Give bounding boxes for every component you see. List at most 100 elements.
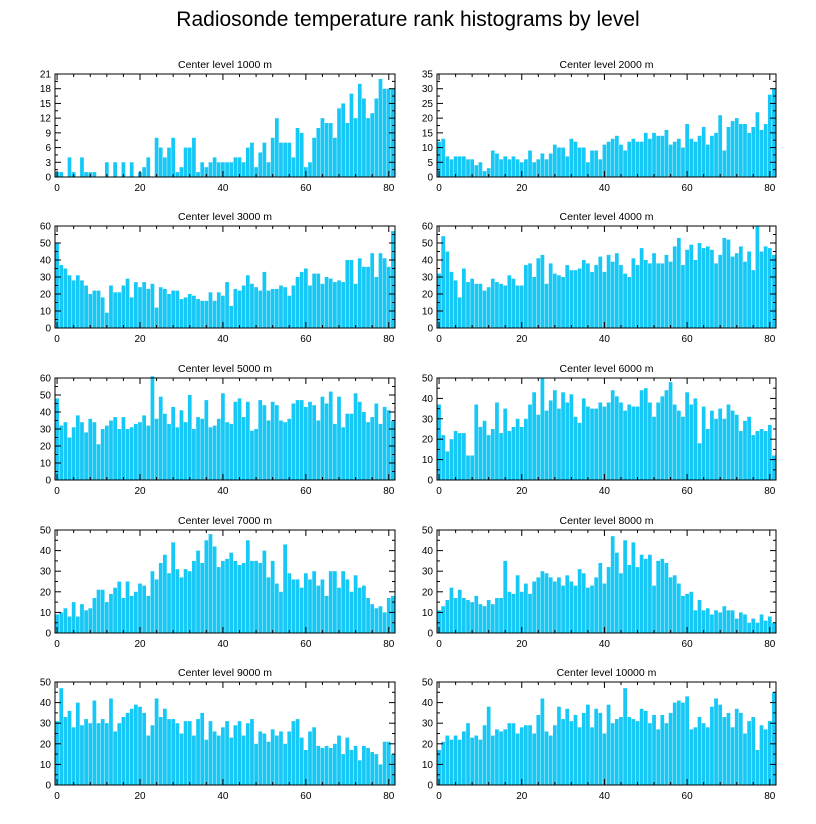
- y-tick-label: 30: [422, 414, 434, 425]
- histogram-bar: [755, 622, 760, 633]
- histogram-bar: [279, 285, 283, 328]
- histogram-bar: [274, 735, 279, 785]
- histogram-bar: [324, 123, 329, 177]
- histogram-bar: [349, 591, 354, 633]
- histogram-bar: [755, 749, 760, 785]
- histogram-bar: [250, 430, 254, 480]
- panel-title: Center level 2000 m: [560, 59, 654, 71]
- histogram-bar: [245, 147, 250, 177]
- histogram-bar: [668, 712, 673, 785]
- histogram-bar: [743, 124, 747, 177]
- histogram-bar: [623, 688, 627, 785]
- histogram-bar: [751, 618, 756, 633]
- histogram-bar: [71, 427, 76, 480]
- histogram-bar: [627, 277, 632, 328]
- histogram-bar: [320, 283, 325, 328]
- histogram-bar: [308, 579, 312, 633]
- histogram-bar: [345, 579, 350, 633]
- y-tick-label: 0: [45, 476, 51, 487]
- histogram-bar: [565, 265, 570, 328]
- panel-7: Center level 7000 m 0 20 40 60 80 0 10 20 30 40 50: [40, 515, 396, 650]
- histogram-bar: [710, 249, 714, 328]
- histogram-bar: [656, 402, 661, 480]
- histogram-bar: [569, 270, 574, 328]
- histogram-bar: [146, 735, 151, 785]
- histogram-bar: [312, 727, 317, 785]
- y-tick-label: 6: [45, 143, 51, 154]
- histogram-bar: [586, 162, 590, 177]
- histogram-bar: [374, 403, 379, 480]
- histogram-bar: [759, 129, 764, 177]
- histogram-bar: [767, 721, 772, 785]
- histogram-bar: [150, 571, 155, 633]
- histogram-bar: [478, 739, 483, 785]
- histogram-bar: [237, 565, 242, 633]
- histogram-bar: [104, 162, 109, 177]
- histogram-bar: [470, 159, 474, 177]
- histogram-bar: [457, 589, 462, 633]
- histogram-bar: [532, 733, 537, 785]
- histogram-bar: [67, 616, 72, 633]
- histogram-bar: [175, 569, 180, 633]
- y-tick-label: 30: [40, 719, 52, 730]
- x-tick-label: 80: [383, 639, 395, 650]
- histogram-bar: [614, 552, 619, 633]
- histogram-bar: [67, 275, 72, 328]
- histogram-bar: [345, 413, 350, 480]
- histogram-bar: [739, 612, 743, 633]
- y-tick-label: 12: [40, 114, 52, 125]
- histogram-bar: [125, 581, 130, 633]
- x-tick-label: 0: [436, 486, 442, 497]
- histogram-bar: [532, 277, 537, 328]
- histogram-bar: [337, 280, 341, 328]
- histogram-bar: [507, 275, 512, 328]
- histogram-bar: [701, 610, 706, 633]
- histogram-bar: [113, 292, 117, 328]
- histogram-bar: [341, 103, 346, 177]
- x-tick-label: 0: [54, 791, 60, 802]
- histogram-bar: [676, 410, 681, 480]
- y-tick-label: 0: [427, 781, 433, 792]
- histogram-bar: [374, 277, 379, 328]
- histogram-bar: [341, 282, 346, 328]
- histogram-bar: [594, 577, 599, 633]
- histogram-bar: [569, 394, 574, 480]
- histogram-bar: [200, 418, 205, 480]
- histogram-bar: [524, 265, 528, 328]
- histogram-bar: [672, 404, 677, 480]
- histogram-bar: [486, 168, 491, 177]
- histogram-bar: [676, 138, 681, 177]
- histogram-bar: [167, 147, 171, 177]
- x-tick-label: 0: [54, 486, 60, 497]
- histogram-bar: [192, 137, 196, 177]
- histogram-bar: [648, 723, 652, 785]
- histogram-bar: [495, 153, 499, 177]
- histogram-bar: [349, 93, 354, 177]
- histogram-bar: [55, 614, 59, 633]
- histogram-bar: [142, 282, 147, 328]
- y-tick-label: 0: [45, 324, 51, 335]
- histogram-bar: [225, 282, 229, 328]
- histogram-bar: [245, 401, 250, 480]
- histogram-bar: [701, 126, 706, 177]
- histogram-bar: [303, 406, 308, 480]
- histogram-bar: [689, 729, 694, 785]
- histogram-bar: [59, 172, 64, 177]
- histogram-bar: [328, 747, 333, 785]
- panel-title: Center level 1000 m: [178, 59, 272, 71]
- y-tick-label: 50: [422, 374, 434, 385]
- histogram-bar: [515, 733, 520, 785]
- histogram-bar: [441, 741, 446, 785]
- y-tick-label: 20: [422, 587, 434, 598]
- histogram-bar: [697, 600, 702, 633]
- histogram-bar: [146, 288, 151, 328]
- x-tick-label: 20: [134, 486, 146, 497]
- histogram-bar: [544, 573, 549, 633]
- histogram-bar: [258, 731, 263, 785]
- histogram-bar: [104, 723, 109, 785]
- histogram-bar: [187, 294, 192, 328]
- histogram-bar: [266, 290, 271, 328]
- histogram-bar: [623, 150, 627, 177]
- histogram-bar: [685, 249, 689, 328]
- histogram-bar: [648, 554, 652, 633]
